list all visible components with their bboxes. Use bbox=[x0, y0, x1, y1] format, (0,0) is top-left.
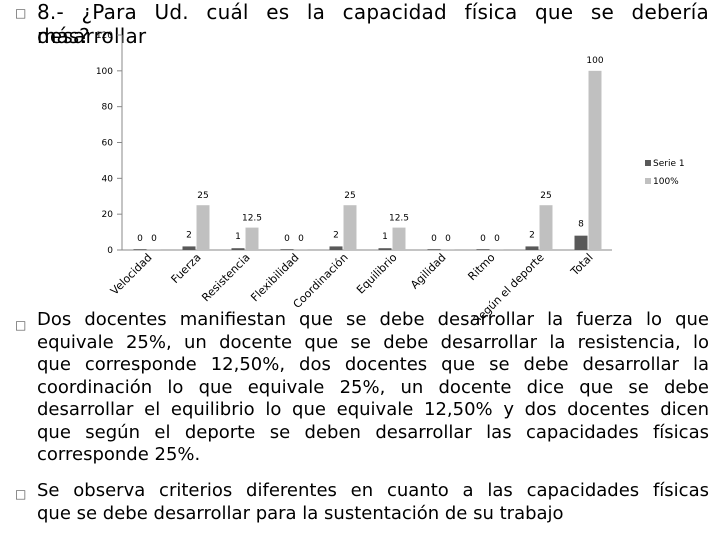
y-tick-label: 40 bbox=[102, 174, 114, 184]
category-label: Agilidad bbox=[408, 251, 449, 292]
data-label: 25 bbox=[344, 191, 355, 201]
data-label: 0 bbox=[298, 234, 304, 244]
legend-swatch bbox=[645, 178, 651, 184]
bar-percent bbox=[490, 249, 504, 250]
y-tick-label: 80 bbox=[102, 103, 114, 113]
paragraph-1: Dos docentes manifiestan que se debe des… bbox=[37, 309, 709, 467]
data-label: 25 bbox=[197, 191, 208, 201]
paragraph-line: que según el deporte se deben desarrolla… bbox=[37, 421, 709, 443]
paragraph-line: coordinación lo que equivale 25%, un doc… bbox=[37, 376, 709, 398]
category-label: Fuerza bbox=[169, 251, 204, 286]
bar-percent bbox=[147, 249, 161, 250]
question-title-line2: más? bbox=[37, 24, 90, 48]
bar-serie1 bbox=[133, 249, 147, 250]
y-tick-label: 120 bbox=[96, 31, 113, 41]
data-label: 12.5 bbox=[389, 214, 409, 224]
data-label: 12.5 bbox=[242, 214, 262, 224]
data-label: 0 bbox=[137, 234, 143, 244]
bar-serie1 bbox=[231, 248, 245, 250]
data-label: 100 bbox=[586, 56, 603, 66]
bullet-icon: □ bbox=[15, 318, 27, 332]
bar-percent bbox=[245, 227, 259, 250]
data-label: 1 bbox=[235, 232, 241, 242]
paragraph-line: corresponde 25%. bbox=[37, 444, 201, 465]
category-label: Total bbox=[568, 251, 596, 279]
category-label: Ritmo bbox=[465, 251, 497, 283]
y-tick-label: 60 bbox=[102, 139, 114, 149]
bar-serie1 bbox=[476, 249, 490, 250]
bar-percent bbox=[196, 205, 210, 250]
paragraph-line: que corresponde 12,50%, dos docentes que… bbox=[37, 354, 709, 375]
bar-percent bbox=[539, 205, 553, 250]
category-label: Resistencia bbox=[199, 251, 252, 304]
bar-serie1 bbox=[329, 246, 343, 250]
legend-label: 100% bbox=[653, 177, 679, 187]
data-label: 2 bbox=[529, 230, 535, 240]
bar-percent bbox=[294, 249, 308, 250]
paragraph-line: equivale 25%, un docente que se debe des… bbox=[37, 331, 709, 353]
category-label: Velocidad bbox=[108, 251, 155, 298]
data-label: 0 bbox=[431, 234, 437, 244]
bar-serie1 bbox=[378, 248, 392, 250]
bar-percent bbox=[392, 227, 406, 250]
y-tick-label: 100 bbox=[96, 67, 113, 77]
bar-serie1 bbox=[427, 249, 441, 250]
category-label: Equilibrio bbox=[354, 251, 400, 297]
paragraph-line: que se debe desarrollar para la sustenta… bbox=[37, 502, 564, 524]
data-label: 25 bbox=[540, 191, 551, 201]
bar-serie1 bbox=[182, 246, 196, 250]
data-label: 0 bbox=[480, 234, 486, 244]
legend-label: Serie 1 bbox=[653, 159, 685, 169]
data-label: 8 bbox=[578, 220, 584, 230]
paragraph-line: Se observa criterios diferentes en cuant… bbox=[37, 480, 709, 501]
legend-swatch bbox=[645, 160, 651, 166]
bar-percent bbox=[441, 249, 455, 250]
bar-serie1 bbox=[525, 246, 539, 250]
bullet-icon: □ bbox=[15, 487, 27, 501]
data-label: 1 bbox=[382, 232, 388, 242]
bullet-icon: □ bbox=[15, 6, 27, 20]
bar-serie1 bbox=[280, 249, 294, 250]
paragraph-2: Se observa criterios diferentes en cuant… bbox=[37, 480, 709, 525]
data-label: 0 bbox=[494, 234, 500, 244]
data-label: 2 bbox=[186, 230, 192, 240]
category-label: Flexibilidad bbox=[248, 251, 301, 304]
paragraph-line: Dos docentes manifiestan que se debe des… bbox=[37, 309, 709, 330]
data-label: 0 bbox=[151, 234, 157, 244]
bar-percent bbox=[343, 205, 357, 250]
y-tick-label: 0 bbox=[107, 246, 113, 256]
bar-serie1 bbox=[574, 235, 588, 250]
bar-percent bbox=[588, 70, 602, 250]
data-label: 0 bbox=[445, 234, 451, 244]
data-label: 2 bbox=[333, 230, 339, 240]
data-label: 0 bbox=[284, 234, 290, 244]
y-tick-label: 20 bbox=[102, 210, 114, 220]
paragraph-line: desarrollar el equilibrio lo que equival… bbox=[37, 399, 709, 420]
question-title: 8.- ¿Para Ud. cuál es la capacidad físic… bbox=[37, 0, 709, 48]
